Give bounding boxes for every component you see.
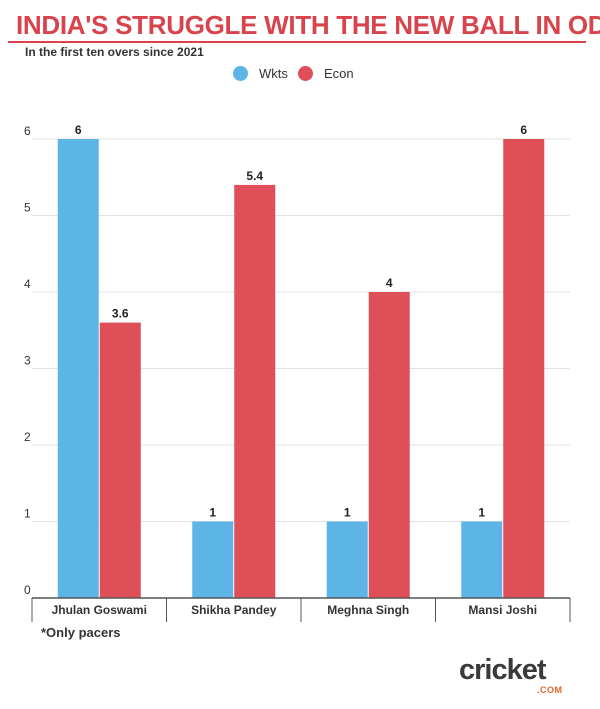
- y-tick-label-4: 4: [24, 277, 31, 291]
- brand-logo: cricket .COM: [459, 655, 579, 695]
- data-label-wkts-0: 6: [75, 123, 82, 137]
- chart-legend: Wkts Econ: [0, 66, 600, 86]
- x-tick-label-2: Meghna Singh: [327, 603, 409, 617]
- bar-wkts-0: [57, 139, 99, 598]
- data-label-wkts-2: 1: [344, 506, 351, 520]
- legend-swatch-econ: [298, 66, 313, 81]
- data-label-wkts-1: 1: [209, 506, 216, 520]
- x-tick-label-0: Jhulan Goswami: [52, 603, 147, 617]
- bar-econ-1: [234, 184, 276, 598]
- x-tick-label-3: Mansi Joshi: [468, 603, 537, 617]
- y-tick-label-6: 6: [24, 124, 31, 138]
- bar-econ-3: [503, 139, 545, 598]
- bar-econ-0: [99, 322, 141, 598]
- footnote: *Only pacers: [41, 625, 121, 640]
- legend-swatch-wkts: [233, 66, 248, 81]
- data-label-econ-0: 3.6: [112, 307, 129, 321]
- data-label-wkts-3: 1: [478, 506, 485, 520]
- y-tick-label-3: 3: [24, 354, 31, 368]
- y-tick-label-1: 1: [24, 507, 31, 521]
- legend-item-econ: Econ: [298, 66, 354, 81]
- bar-wkts-3: [461, 521, 503, 598]
- x-tick-label-1: Shikha Pandey: [191, 603, 277, 617]
- chart-subtitle: In the first ten overs since 2021: [25, 45, 204, 59]
- y-tick-label-2: 2: [24, 430, 31, 444]
- data-label-econ-3: 6: [520, 123, 527, 137]
- bar-wkts-1: [192, 521, 234, 598]
- title-divider: [8, 41, 586, 43]
- chart-title: INDIA'S STRUGGLE WITH THE NEW BALL IN OD…: [16, 10, 600, 40]
- legend-label-wkts: Wkts: [259, 66, 288, 81]
- data-label-econ-1: 5.4: [246, 169, 263, 183]
- bar-econ-2: [368, 292, 410, 598]
- data-label-econ-2: 4: [386, 276, 393, 290]
- logo-wordmark: cricket: [459, 654, 547, 686]
- legend-label-econ: Econ: [324, 66, 354, 81]
- legend-item-wkts: Wkts: [233, 66, 288, 81]
- bar-wkts-2: [326, 521, 368, 598]
- y-tick-label-0: 0: [24, 583, 31, 597]
- logo-domain: .COM: [537, 685, 563, 695]
- y-tick-label-5: 5: [24, 201, 31, 215]
